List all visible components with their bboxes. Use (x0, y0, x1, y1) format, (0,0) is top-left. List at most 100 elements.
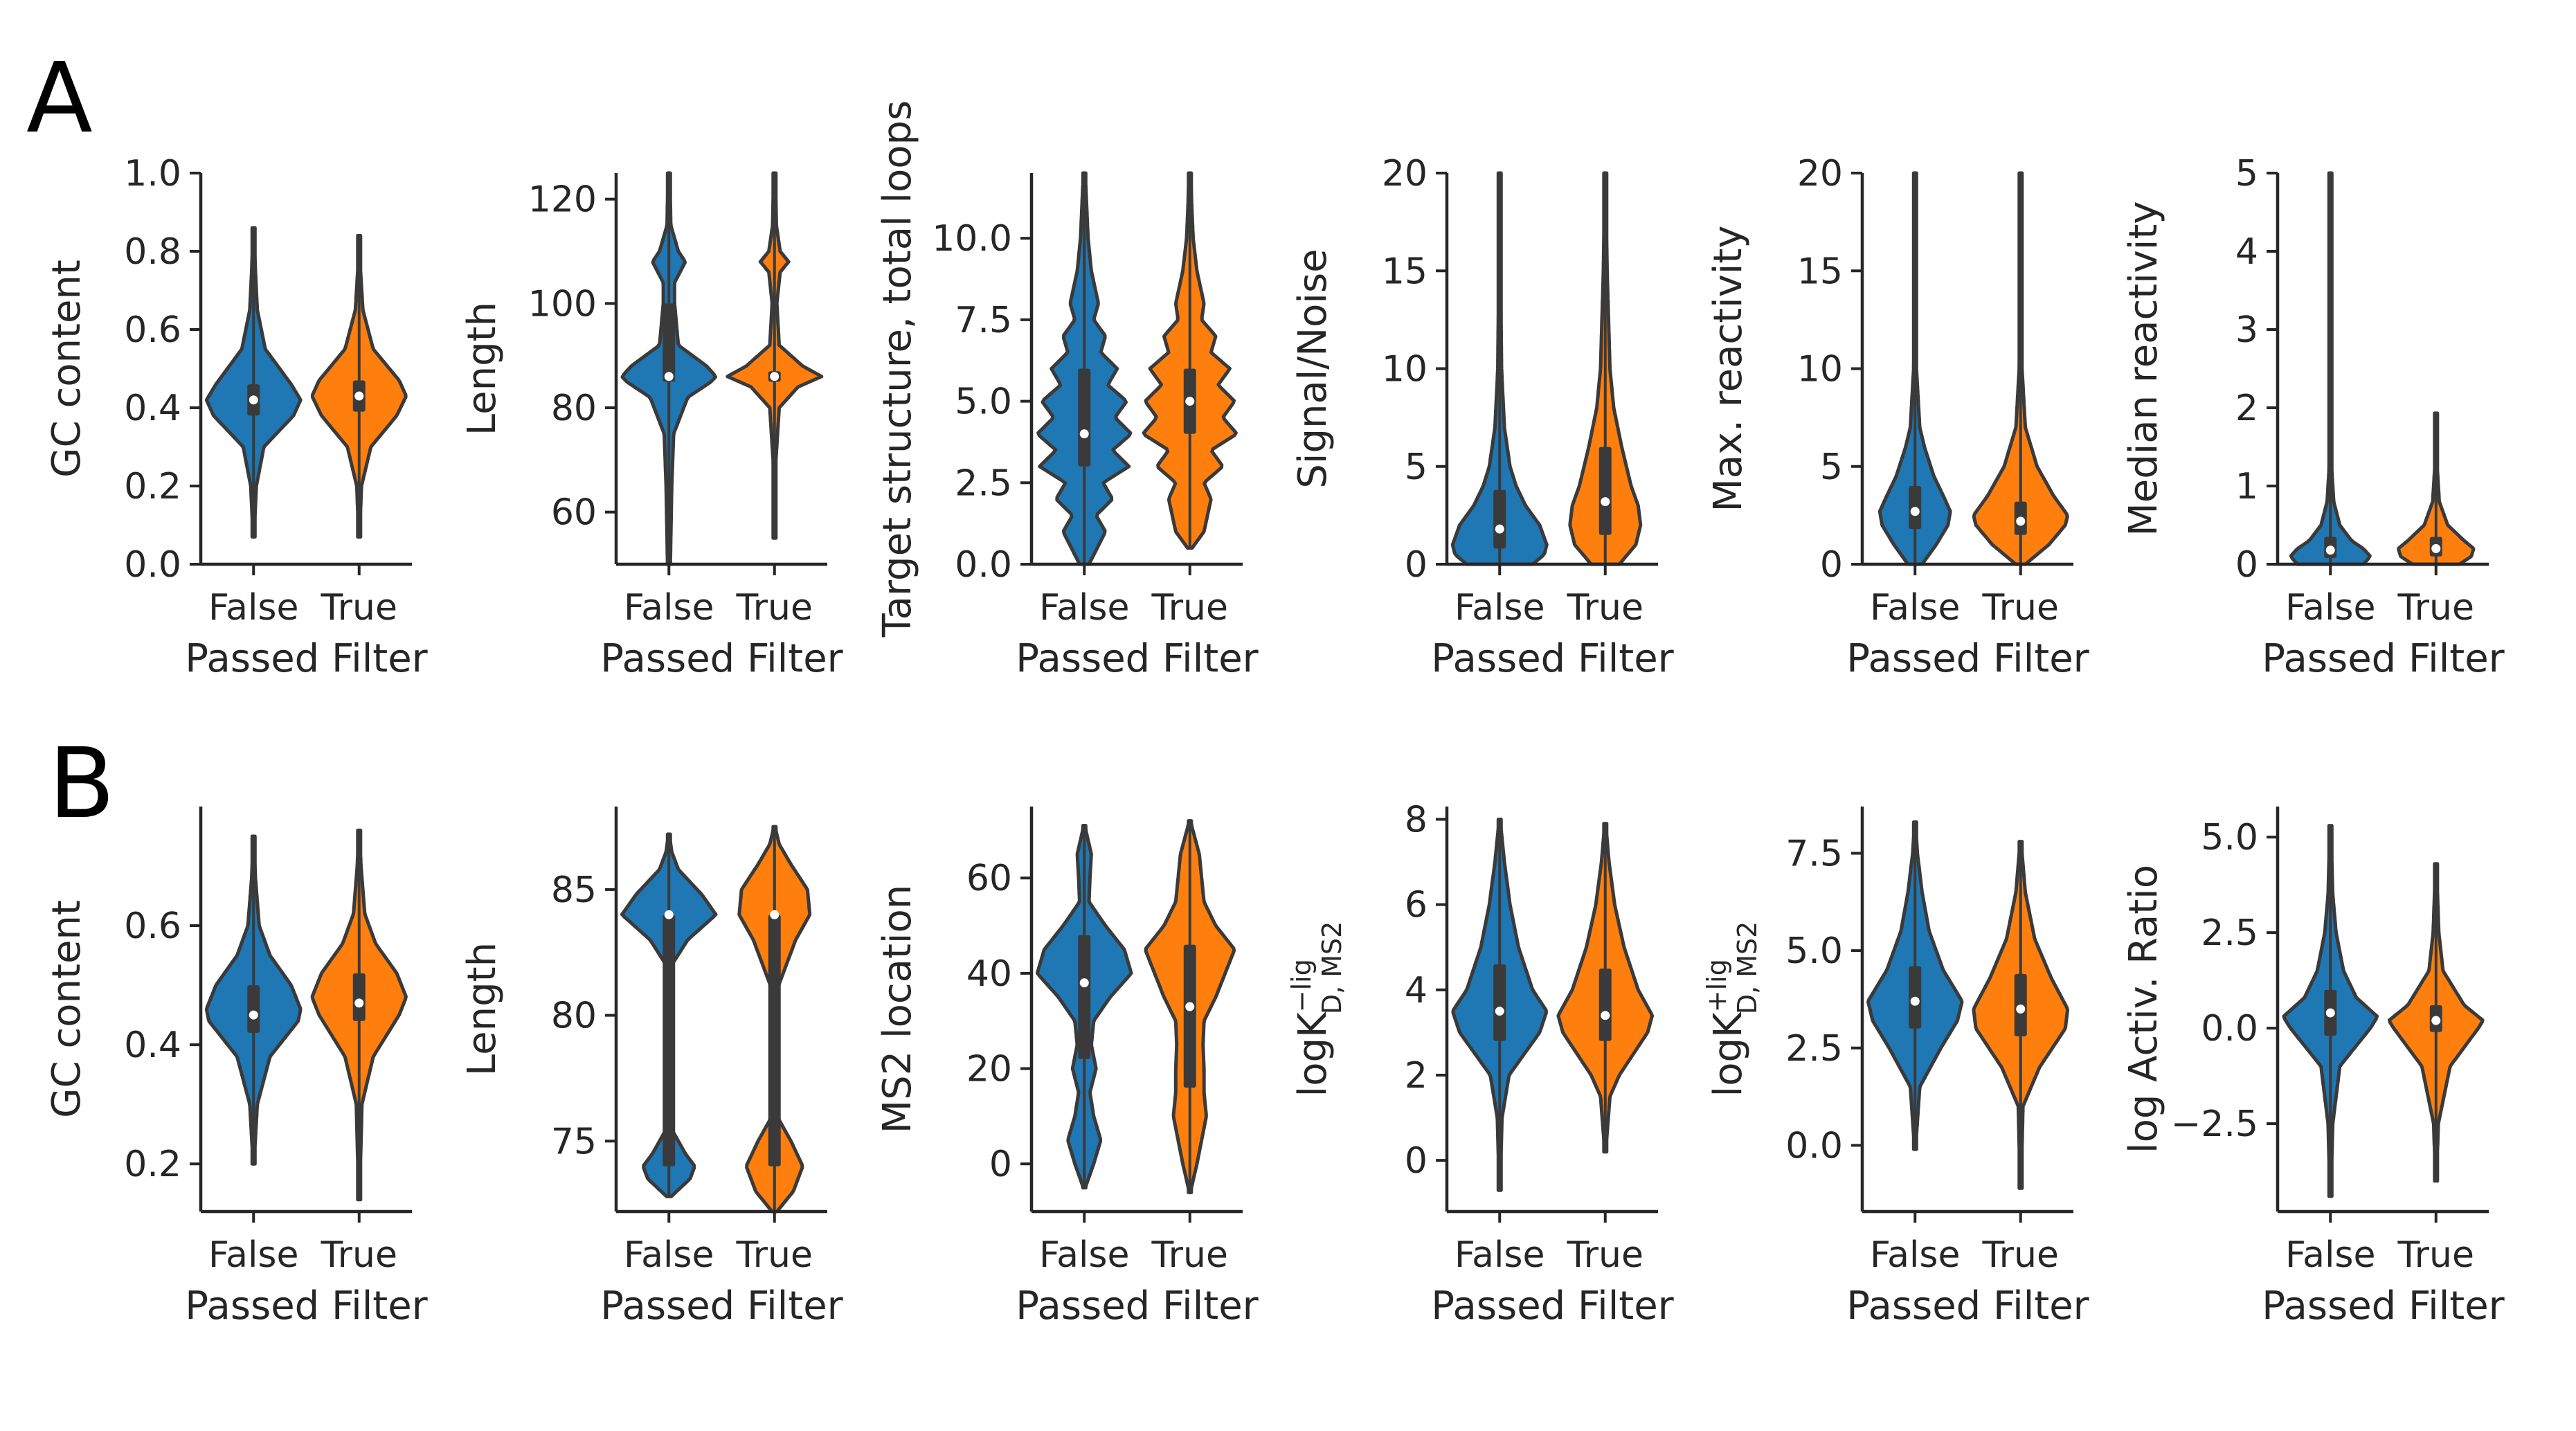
x-axis-label: Passed Filter (1846, 1284, 2089, 1329)
y-tick-label: 0.0 (955, 544, 1012, 586)
violin-median-dot (354, 391, 364, 401)
y-axis-label-main: logK (1290, 1011, 1335, 1097)
y-tick-label: 0.4 (124, 1025, 181, 1066)
y-tick-label: 20 (1797, 153, 1843, 195)
y-tick-label: 0.8 (124, 231, 181, 273)
y-tick-label: 75 (551, 1121, 597, 1162)
y-tick-label: 2.5 (2201, 912, 2258, 954)
violin-median-dot (1495, 524, 1504, 534)
y-tick-label: 0 (989, 1144, 1012, 1185)
x-tick-label: False (624, 587, 714, 629)
x-axis-label: Passed Filter (1016, 636, 1259, 681)
violin-subplot: −2.5 0.0 2.5 5.0 False True Passed Filter log A… (2121, 807, 2505, 1329)
y-tick-label: 2.5 (955, 462, 1012, 504)
y-tick-label: 0.2 (124, 1144, 181, 1185)
x-tick-label: False (1039, 1234, 1130, 1276)
y-tick-label: 15 (1382, 251, 1427, 292)
violin-iqr-box (1078, 368, 1091, 467)
x-axis-label: Passed Filter (1431, 636, 1674, 681)
violin-iqr-box (663, 303, 676, 382)
violin-iqr-box (1493, 964, 1506, 1041)
x-tick-label: False (2285, 1234, 2376, 1276)
y-tick-label: 10 (1382, 349, 1427, 390)
violin-median-dot (1495, 1007, 1504, 1016)
violin-median-dot (2325, 1008, 2335, 1018)
y-tick-label: 80 (551, 996, 597, 1037)
y-tick-label: 5.0 (1785, 930, 1843, 972)
violin-median-dot (1185, 397, 1195, 406)
y-axis-label-superscript: +lig (1702, 959, 1732, 1012)
y-tick-label: 20 (966, 1049, 1012, 1090)
y-axis-label: logK+ligD, MS2 (1702, 921, 1763, 1097)
y-axis-label: Median reactivity (2121, 201, 2166, 536)
y-tick-label: 5 (1405, 447, 1427, 488)
violin-subplot: 0.0 0.2 0.4 0.6 0.8 1.0 False True Passed Filter… (44, 153, 429, 681)
violin-median-dot (1185, 1002, 1195, 1011)
violin-median-dot (770, 372, 780, 381)
y-axis-label-superscript: −lig (1286, 959, 1317, 1012)
y-tick-label: 0.2 (124, 466, 181, 507)
x-tick-label: True (736, 1234, 813, 1276)
violin-subplot: 0 20 40 60 False True Passed Filter MS2 locatio… (875, 807, 1259, 1329)
y-tick-label: 0 (1405, 1140, 1427, 1182)
y-tick-label: 2 (1405, 1055, 1427, 1097)
x-tick-label: True (1567, 587, 1643, 629)
violin-iqr-box (1078, 935, 1091, 1059)
y-tick-label: 5.0 (2201, 817, 2258, 858)
y-tick-label: 0.6 (124, 309, 181, 351)
x-tick-label: False (208, 587, 299, 629)
y-tick-label: 1.0 (124, 153, 181, 195)
x-axis-label: Passed Filter (600, 1284, 843, 1329)
violin-median-dot (249, 395, 258, 405)
violin-median-dot (1910, 996, 1920, 1006)
x-axis-label: Passed Filter (2262, 1284, 2505, 1329)
y-axis-label: GC content (44, 260, 89, 478)
y-axis-label-subscript: D, MS2 (1732, 921, 1763, 1015)
violin-median-dot (354, 998, 364, 1008)
y-tick-label: 40 (966, 953, 1012, 995)
violin-subplot: 0.0 2.5 5.0 7.5 10.0 False True Passed Filter Ta… (875, 100, 1259, 681)
violin-median-dot (2325, 546, 2335, 555)
violin-median-dot (1079, 429, 1089, 439)
y-tick-label: 7.5 (1785, 834, 1843, 875)
x-tick-label: False (1870, 587, 1961, 629)
y-tick-label: 20 (1382, 153, 1427, 195)
violin-subplot: 0.2 0.4 0.6 False True Passed Filter GC conten… (44, 807, 429, 1329)
y-axis-label: GC content (44, 900, 89, 1118)
violin-median-dot (1910, 507, 1920, 516)
y-tick-label: 0 (1820, 544, 1843, 586)
panel-label-a: A (26, 42, 93, 155)
y-tick-label: 10 (1797, 349, 1843, 390)
x-axis-label: Passed Filter (185, 1284, 428, 1329)
violin-iqr-box (663, 915, 676, 1167)
x-tick-label: True (1151, 587, 1228, 629)
x-axis-label: Passed Filter (2262, 636, 2505, 681)
violin-median-dot (770, 910, 780, 919)
violin-median-dot (1601, 1011, 1610, 1020)
y-tick-label: 2 (2235, 388, 2258, 429)
y-tick-label: 5.0 (955, 381, 1012, 423)
violin-iqr-box (1598, 969, 1612, 1041)
y-tick-label: 1 (2235, 466, 2258, 507)
x-tick-label: True (2397, 587, 2474, 629)
violin-iqr-box (352, 973, 366, 1021)
y-tick-label: 7.5 (955, 300, 1012, 341)
y-tick-label: 60 (551, 492, 597, 534)
x-tick-label: True (1982, 1234, 2059, 1276)
x-axis-label: Passed Filter (600, 636, 843, 681)
y-tick-label: 3 (2235, 309, 2258, 351)
y-tick-label: 85 (551, 870, 597, 911)
y-tick-label: 10.0 (932, 218, 1012, 260)
y-tick-label: 0 (1405, 544, 1427, 586)
y-tick-label: 6 (1405, 885, 1427, 926)
x-axis-label: Passed Filter (185, 636, 428, 681)
x-tick-label: False (1039, 587, 1130, 629)
violin-iqr-box (1493, 489, 1506, 549)
y-axis-label: Signal/Noise (1290, 249, 1335, 488)
panel-label-b: B (48, 728, 115, 840)
violin-subplot: 0.0 2.5 5.0 7.5 False True Passed Filter logK+l… (1702, 807, 2090, 1329)
x-tick-label: False (624, 1234, 714, 1276)
y-tick-label: 0.0 (124, 544, 181, 586)
x-tick-label: True (321, 587, 397, 629)
